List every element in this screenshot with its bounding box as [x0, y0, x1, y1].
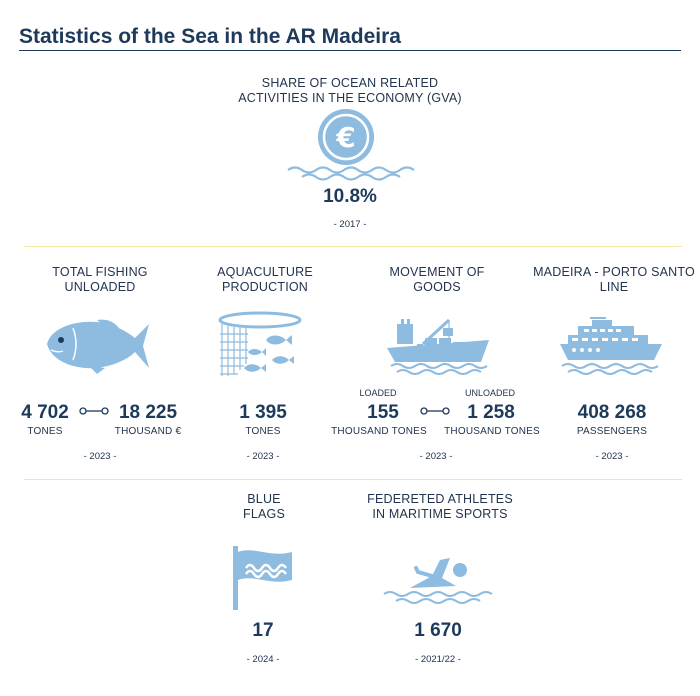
goods-loaded-label: LOADED	[359, 388, 397, 398]
gva-label-line1: SHARE OF OCEAN RELATED	[261, 76, 439, 90]
euro-symbol: €	[335, 121, 355, 154]
euro-coin-icon: €	[284, 106, 416, 182]
ferry-year: - 2023 -	[595, 451, 629, 462]
page-title: Statistics of the Sea in the AR Madeira	[19, 25, 401, 48]
fishing-unit-euro: THOUSAND €	[114, 426, 182, 437]
athletes-label-line2: IN MARITIME SPORTS	[372, 507, 508, 521]
fish-net-icon	[218, 310, 308, 380]
flags-year: - 2024 -	[246, 654, 280, 665]
athletes-year: - 2021/22 -	[415, 654, 461, 665]
fishing-connector	[79, 407, 109, 415]
goods-unloaded-value: 1 258	[467, 402, 515, 423]
goods-loaded-value: 155	[367, 402, 399, 423]
aquaculture-unit: TONES	[245, 426, 281, 437]
fishing-label-line2: UNLOADED	[64, 280, 136, 294]
flags-label-line1: BLUE	[247, 492, 281, 506]
goods-label-line2: GOODS	[413, 280, 461, 294]
gva-label: SHARE OF OCEAN RELATED ACTIVITIES IN THE…	[200, 76, 500, 106]
flags-label-line2: FLAGS	[243, 507, 285, 521]
goods-unloaded-unit: THOUSAND TONES	[444, 426, 540, 437]
aquaculture-label-line2: PRODUCTION	[221, 280, 309, 294]
flags-label: BLUE FLAGS	[214, 492, 314, 522]
goods-connector	[420, 407, 450, 415]
goods-label: MOVEMENT OF GOODS	[362, 265, 512, 295]
gva-label-line2: ACTIVITIES IN THE ECONOMY (GVA)	[238, 91, 462, 105]
title-divider	[19, 50, 681, 51]
swimmer-icon	[382, 554, 494, 604]
cargo-ship-icon	[385, 314, 493, 376]
fishing-year: - 2023 -	[83, 451, 117, 462]
fishing-label: TOTAL FISHING UNLOADED	[20, 265, 180, 295]
ferry-icon	[558, 314, 666, 376]
athletes-label: FEDERETED ATHLETES IN MARITIME SPORTS	[350, 492, 530, 522]
ferry-value: 408 268	[577, 402, 647, 423]
ferry-label: MADEIRA - PORTO SANTO LINE	[530, 265, 698, 295]
aquaculture-year: - 2023 -	[246, 451, 280, 462]
fish-icon	[45, 316, 151, 374]
fishing-unit-tones: TONES	[27, 426, 63, 437]
separator-2	[24, 479, 682, 480]
goods-label-line1: MOVEMENT OF	[389, 265, 485, 279]
ferry-label-line2: LINE	[599, 280, 629, 294]
flags-value: 17	[252, 620, 274, 641]
goods-unloaded-label: UNLOADED	[464, 388, 515, 398]
aquaculture-label-line1: AQUACULTURE	[217, 265, 313, 279]
ferry-label-line1: MADEIRA - PORTO SANTO	[533, 265, 695, 279]
separator-1	[24, 246, 682, 247]
fishing-value-tones: 4 702	[21, 402, 69, 423]
blue-flag-icon	[230, 544, 296, 610]
aquaculture-label: AQUACULTURE PRODUCTION	[190, 265, 340, 295]
goods-year: - 2023 -	[419, 451, 453, 462]
fishing-value-euro: 18 225	[118, 402, 178, 423]
goods-loaded-unit: THOUSAND TONES	[331, 426, 427, 437]
gva-value: 10.8%	[323, 186, 377, 207]
aquaculture-value: 1 395	[239, 402, 287, 423]
athletes-label-line1: FEDERETED ATHLETES	[367, 492, 513, 506]
ferry-unit: PASSENGERS	[576, 426, 648, 437]
athletes-value: 1 670	[414, 620, 462, 641]
fishing-label-line1: TOTAL FISHING	[52, 265, 148, 279]
gva-year: - 2017 -	[333, 219, 367, 230]
